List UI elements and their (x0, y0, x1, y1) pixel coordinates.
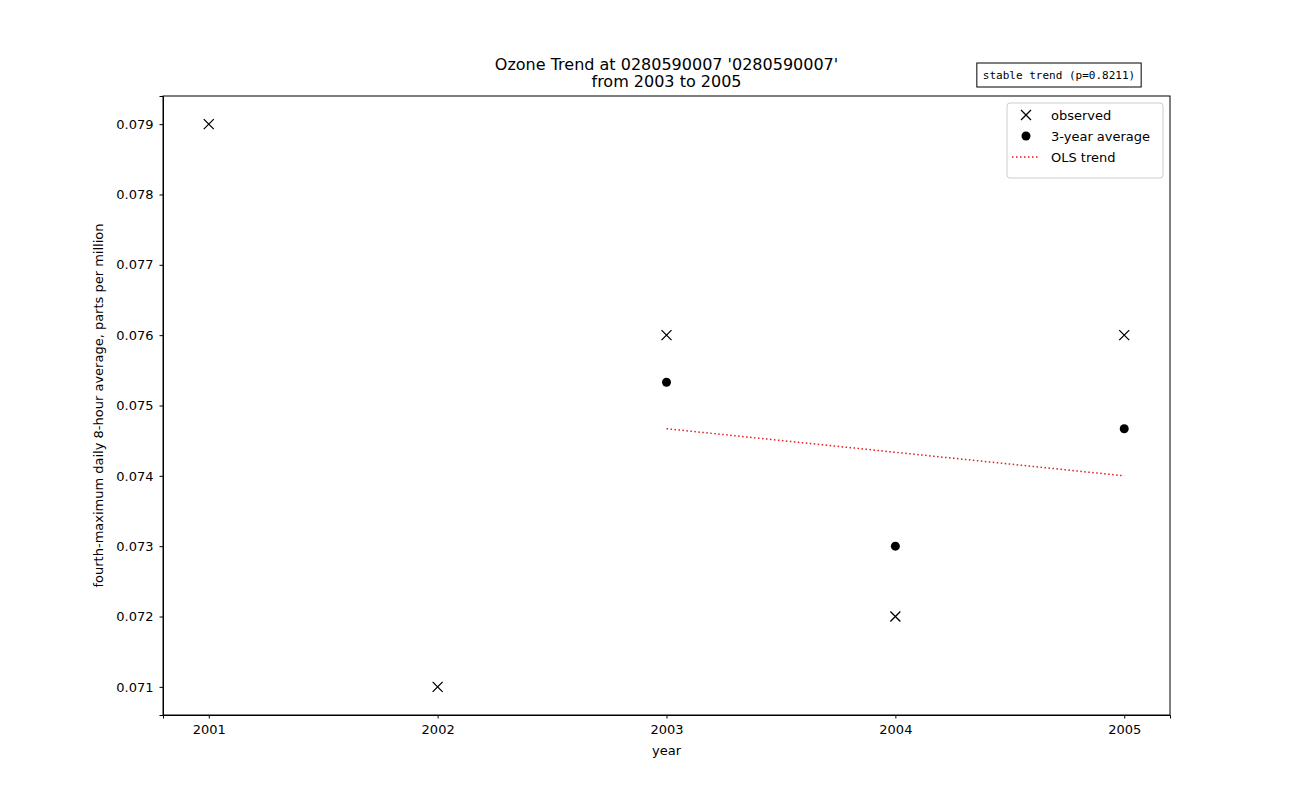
point (204, 119, 214, 129)
y-tick-label: 0.071 (116, 680, 153, 695)
point (433, 682, 443, 692)
y-tick-label: 0.073 (116, 539, 153, 554)
y-tick-mark (160, 194, 164, 195)
y-tick-label: 0.075 (116, 398, 153, 413)
y-tick-label: 0.077 (116, 257, 153, 272)
x-tick: 2002 (422, 715, 455, 737)
y-tick-label: 0.074 (116, 469, 153, 484)
y-tick-mark (160, 476, 164, 477)
y-tick-mark (160, 265, 164, 266)
legend-label: 3-year average (1051, 129, 1150, 144)
y-tick-mark (160, 335, 164, 336)
point (1119, 330, 1129, 340)
point (890, 612, 900, 622)
x-tick-label: 2005 (1108, 722, 1141, 737)
y-tick-label: 0.079 (116, 117, 153, 132)
y-tick-label: 0.072 (116, 609, 153, 624)
legend-swatch (1021, 110, 1031, 120)
y-tick-mark (160, 124, 164, 125)
y-tick: 0.072 (116, 609, 163, 624)
legend-label: observed (1051, 108, 1111, 123)
y-tick: 0.079 (116, 117, 163, 132)
point (891, 542, 900, 551)
y-tick: 0.074 (116, 469, 163, 484)
annotation: stable trend (p=0.8211) (977, 63, 1141, 87)
y-tick-mark (160, 546, 164, 547)
y-axis-title: fourth-maximum daily 8-hour average, par… (91, 224, 106, 588)
x-tick-mark (209, 715, 210, 719)
y-tick-label: 0.078 (116, 187, 153, 202)
x-tick-label: 2004 (879, 722, 912, 737)
x-tick-mark (667, 715, 668, 719)
x-axis-line (164, 716, 1171, 719)
point (1120, 424, 1129, 433)
x-axis: 2001 2002 2003 2004 2005 (164, 715, 1171, 737)
y-tick: 0.071 (116, 680, 163, 695)
x-tick-label: 2002 (422, 722, 455, 737)
legend-swatch (1022, 132, 1031, 141)
plot-area: 2001 2002 2003 2004 2005 0.071 0.072 0.073 0.074… (116, 96, 1170, 737)
x-tick: 2003 (650, 715, 683, 737)
y-tick-mark (160, 617, 164, 618)
chart: 2001 2002 2003 2004 2005 0.071 0.072 0.073 0.074… (0, 0, 1300, 803)
point (662, 378, 671, 387)
y-tick: 0.075 (116, 398, 163, 413)
x-tick-label: 2001 (193, 722, 226, 737)
y-axis: 0.071 0.072 0.073 0.074 0.075 0.076 0.077 0.078… (116, 97, 163, 716)
y-tick-mark (160, 687, 164, 688)
legend-swatch (1012, 156, 1040, 158)
y-axis-line (160, 97, 164, 716)
annotation-box (977, 63, 1141, 87)
y-tick: 0.078 (116, 187, 163, 202)
x-tick-label: 2003 (650, 722, 683, 737)
y-tick-label: 0.076 (116, 328, 153, 343)
x-tick-mark (438, 715, 439, 719)
x-tick-mark (1124, 715, 1125, 719)
annotation-text: stable trend (p=0.8211) (983, 69, 1135, 82)
y-tick: 0.076 (116, 328, 163, 343)
x-tick: 2001 (193, 715, 226, 737)
marks (204, 119, 1129, 692)
plot-frame (163, 96, 1170, 715)
legend: observed 3-year average OLS trend (1007, 103, 1163, 178)
y-tick: 0.077 (116, 257, 163, 272)
y-tick: 0.073 (116, 539, 163, 554)
legend-label: OLS trend (1051, 150, 1116, 165)
x-tick: 2005 (1108, 715, 1141, 737)
x-axis-title: year (652, 743, 682, 758)
trend-line (667, 429, 1125, 476)
subtitle: from 2003 to 2005 (592, 72, 742, 91)
point (662, 330, 672, 340)
legend-box (1007, 103, 1163, 178)
x-tick-mark (895, 715, 896, 719)
x-tick: 2004 (879, 715, 912, 737)
y-tick-mark (160, 406, 164, 407)
